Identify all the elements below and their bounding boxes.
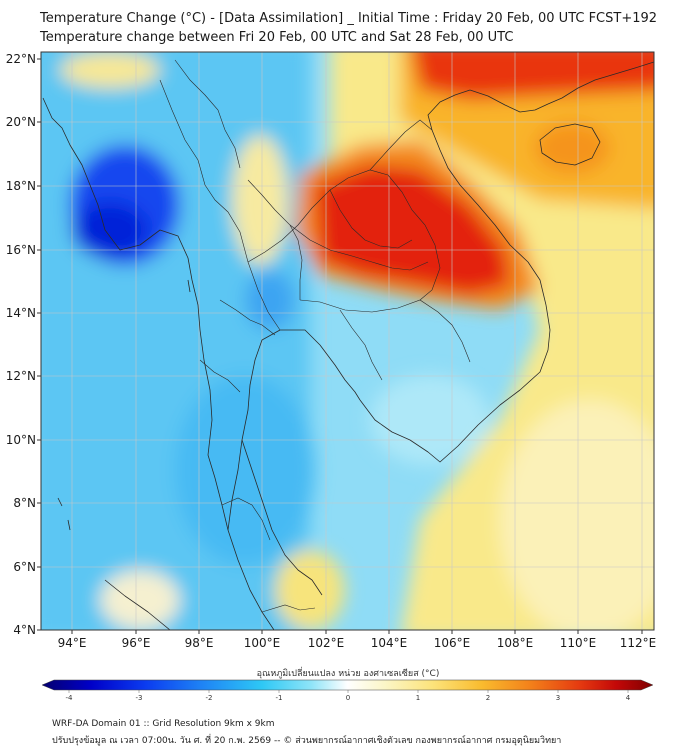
chart-subtitle: Temperature change between Fri 20 Feb, 0… (40, 30, 514, 45)
lon-label: 96°E (122, 636, 151, 650)
lon-label: 98°E (185, 636, 214, 650)
lat-label: 22°N (6, 52, 36, 66)
colorbar-label: -2 (206, 694, 213, 702)
lon-label: 106°E (434, 636, 471, 650)
colorbar-labels: -4 -3 -2 -1 0 1 2 3 4 (66, 694, 631, 702)
lon-label: 112°E (620, 636, 657, 650)
colorbar-label: 0 (346, 694, 350, 702)
lat-label: 18°N (6, 179, 36, 193)
latitude-labels: 22°N 20°N 18°N 16°N 14°N 12°N 10°N 8°N 6… (6, 52, 36, 637)
lat-label: 8°N (13, 496, 36, 510)
colorbar (41, 679, 654, 691)
temperature-field (41, 52, 654, 630)
lon-label: 100°E (244, 636, 281, 650)
colorbar-label: 4 (626, 694, 631, 702)
lon-label: 108°E (497, 636, 534, 650)
lat-label: 10°N (6, 433, 36, 447)
colorbar-label: -3 (136, 694, 143, 702)
colorbar-ticks (68, 690, 629, 693)
colorbar-label: -1 (276, 694, 283, 702)
gridlines (41, 52, 654, 630)
lon-label: 104°E (371, 636, 408, 650)
lon-label: 94°E (58, 636, 87, 650)
colorbar-label: 3 (556, 694, 560, 702)
lat-label: 4°N (13, 623, 36, 637)
lon-label: 110°E (560, 636, 597, 650)
map-frame (40, 51, 655, 631)
colorbar-title: อุณหภูมิเปลี่ยนแปลง หน่วย องศาเซลเซียส (… (257, 666, 440, 679)
footer-model-info: WRF-DA Domain 01 :: Grid Resolution 9km … (52, 719, 275, 729)
lon-label: 102°E (308, 636, 345, 650)
longitude-labels: 94°E 96°E 98°E 100°E 102°E 104°E 106°E 1… (58, 636, 657, 650)
colorbar-label: 2 (486, 694, 490, 702)
country-borders (159, 59, 471, 613)
coastlines (42, 61, 654, 630)
lat-label: 6°N (13, 560, 36, 574)
footer-credit: ปรับปรุงข้อมูล ณ เวลา 07:00น. วัน ศ. ที่… (52, 736, 562, 746)
colorbar-label: -4 (66, 694, 74, 702)
lat-label: 20°N (6, 115, 36, 129)
tick-marks (37, 58, 643, 634)
chart-title: Temperature Change (°C) - [Data Assimila… (40, 11, 658, 26)
lat-label: 16°N (6, 243, 36, 257)
colorbar-label: 1 (416, 694, 420, 702)
lat-label: 12°N (6, 369, 36, 383)
lat-label: 14°N (6, 306, 36, 320)
